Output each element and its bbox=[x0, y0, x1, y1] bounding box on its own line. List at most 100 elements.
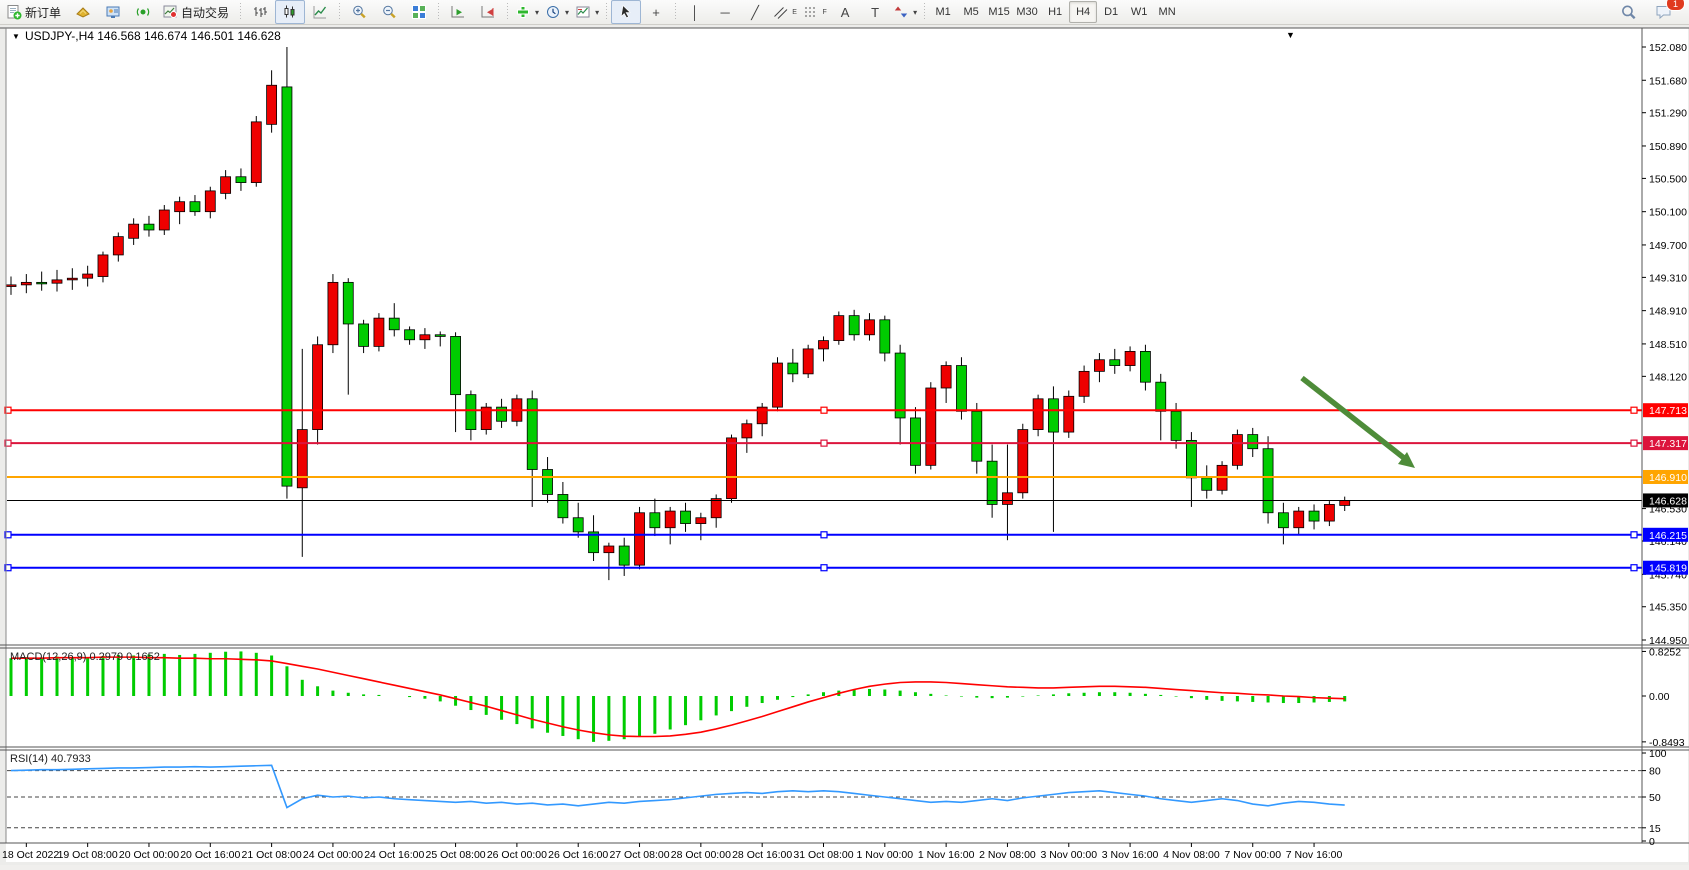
hline-handle[interactable] bbox=[4, 564, 12, 572]
hline-handle[interactable] bbox=[1630, 564, 1638, 572]
chevron-down-icon: ▾ bbox=[913, 7, 918, 17]
main-toolbar: 新订单 自动交易 ▾ ▾ ▾ + │ ─ ╱ E F A T ▾ M1 M5 M15 M30 H1 H4 D1 W1 MN 1 bbox=[0, 0, 1689, 25]
timeframe-button-M15[interactable]: M15 bbox=[988, 6, 1010, 18]
hline-handle[interactable] bbox=[820, 564, 828, 572]
svg-text:146.910: 146.910 bbox=[1649, 472, 1687, 484]
text-label-button[interactable]: T bbox=[860, 0, 890, 24]
autotrading-button[interactable]: 自动交易 bbox=[158, 0, 236, 24]
text-button[interactable]: A bbox=[830, 0, 860, 24]
chart-shift-button[interactable] bbox=[473, 0, 503, 24]
timeframe-button-H1[interactable]: H1 bbox=[1048, 6, 1063, 18]
time-tick-label: 4 Nov 08:00 bbox=[1163, 849, 1220, 861]
fibonacci-button[interactable]: F bbox=[800, 0, 830, 24]
price-tick-label: 148.510 bbox=[1649, 339, 1687, 351]
time-tick-label: 7 Nov 00:00 bbox=[1224, 849, 1281, 861]
periods-button[interactable]: ▾ bbox=[542, 0, 572, 24]
tile-windows-button[interactable] bbox=[404, 0, 434, 24]
rsi-scale-label: 80 bbox=[1649, 766, 1661, 778]
auto-scroll-button[interactable] bbox=[443, 0, 473, 24]
chart-canvas[interactable]: 152.080 151.680 151.290 150.890 150.500 150.1… bbox=[0, 25, 1689, 865]
candle bbox=[66, 277, 78, 281]
indicators-button[interactable]: ▾ bbox=[512, 0, 542, 24]
hline-handle[interactable] bbox=[4, 439, 12, 447]
candle bbox=[480, 406, 492, 430]
timeframe-button-H4[interactable]: H4 bbox=[1069, 1, 1098, 23]
trend-arrow[interactable] bbox=[1300, 375, 1415, 468]
candle bbox=[1078, 370, 1090, 397]
trendline-button[interactable]: ╱ bbox=[740, 0, 770, 24]
arrows-button[interactable]: ▾ bbox=[890, 0, 920, 24]
search-button[interactable] bbox=[1613, 0, 1643, 24]
time-tick-label: 26 Oct 16:00 bbox=[548, 849, 608, 861]
hline-handle[interactable] bbox=[1630, 439, 1638, 447]
trendline-icon: ╱ bbox=[751, 4, 759, 20]
channel-button[interactable]: E bbox=[770, 0, 800, 24]
hline-handle[interactable] bbox=[1630, 406, 1638, 414]
periods-clock-icon bbox=[547, 6, 560, 18]
candle bbox=[695, 517, 707, 524]
time-tick-label: 1 Nov 00:00 bbox=[856, 849, 913, 861]
macd-pane: 0.8252 0.00 -0.8493 MACD(12,26,9) 0.2979 0.… bbox=[9, 646, 1685, 749]
zoom-out-button[interactable] bbox=[374, 0, 404, 24]
timeframe-button-MN[interactable]: MN bbox=[1158, 6, 1176, 18]
candle bbox=[1186, 439, 1197, 479]
candle bbox=[572, 517, 584, 533]
chart-collapse-arrow[interactable]: ▼ bbox=[12, 32, 20, 41]
zoom-in-button[interactable] bbox=[344, 0, 374, 24]
timeframe-button-W1[interactable]: W1 bbox=[1130, 6, 1148, 18]
hline-handle[interactable] bbox=[820, 531, 828, 539]
candle bbox=[557, 494, 569, 519]
hline-handle[interactable] bbox=[4, 531, 12, 539]
hline-handle[interactable] bbox=[820, 439, 828, 447]
candles-chart-icon bbox=[284, 5, 295, 18]
line-chart-icon bbox=[313, 6, 327, 19]
quick-menu-arrow[interactable]: ▼ bbox=[1286, 30, 1295, 40]
svg-text:147.713: 147.713 bbox=[1649, 405, 1687, 417]
text-label-icon: T bbox=[871, 4, 880, 20]
line-chart-button[interactable] bbox=[305, 0, 335, 24]
candle bbox=[526, 398, 538, 470]
timeframe-button-M30[interactable]: M30 bbox=[1016, 6, 1038, 18]
new-order-button[interactable]: 新订单 bbox=[2, 0, 68, 24]
candle bbox=[1048, 398, 1059, 433]
candle bbox=[741, 423, 753, 439]
price-badge-147.713: 147.713 bbox=[1643, 403, 1688, 418]
navigator-button[interactable] bbox=[128, 0, 158, 24]
data-window-button[interactable] bbox=[98, 0, 128, 24]
timeframe-button-D1[interactable]: D1 bbox=[1104, 6, 1119, 18]
candle bbox=[894, 352, 906, 419]
candle bbox=[848, 315, 860, 336]
time-tick-label: 18 Oct 2022 bbox=[2, 849, 59, 861]
hline-handle[interactable] bbox=[820, 406, 828, 414]
candle bbox=[97, 254, 109, 277]
horizontal-line-button[interactable]: ─ bbox=[710, 0, 740, 24]
gold-bar-icon bbox=[76, 7, 90, 18]
hline-handle[interactable] bbox=[4, 406, 12, 414]
timeframe-button-M1[interactable]: M1 bbox=[935, 6, 951, 18]
bars-chart-button[interactable] bbox=[245, 0, 275, 24]
time-tick-label: 31 Oct 08:00 bbox=[793, 849, 853, 861]
crosshair-button[interactable]: + bbox=[641, 0, 671, 24]
candle bbox=[1124, 351, 1136, 366]
market-watch-button[interactable] bbox=[68, 0, 98, 24]
vertical-line-button[interactable]: │ bbox=[680, 0, 710, 24]
chart-window[interactable]: 152.080 151.680 151.290 150.890 150.500 150.1… bbox=[0, 25, 1689, 865]
templates-button[interactable]: ▾ bbox=[572, 0, 602, 24]
price-tick-label: 144.950 bbox=[1649, 635, 1687, 647]
zoom-out-icon bbox=[383, 5, 396, 19]
cursor-button[interactable] bbox=[611, 0, 642, 24]
candle bbox=[250, 121, 262, 183]
group-scroll bbox=[443, 0, 503, 25]
toolbar-separator bbox=[922, 3, 928, 21]
price-tick-label: 150.500 bbox=[1649, 173, 1687, 185]
candles-chart-button[interactable] bbox=[275, 0, 306, 24]
timeframe-button-M5[interactable]: M5 bbox=[963, 6, 979, 18]
rsi-scale-label: 0 bbox=[1649, 836, 1655, 848]
toolbar-separator bbox=[673, 3, 679, 21]
candle bbox=[1170, 410, 1182, 441]
candle bbox=[634, 512, 645, 566]
price-axis[interactable]: 152.080 151.680 151.290 150.890 150.500 150.1… bbox=[1642, 42, 1688, 647]
hline-handle[interactable] bbox=[1630, 531, 1638, 539]
candle bbox=[20, 281, 32, 286]
